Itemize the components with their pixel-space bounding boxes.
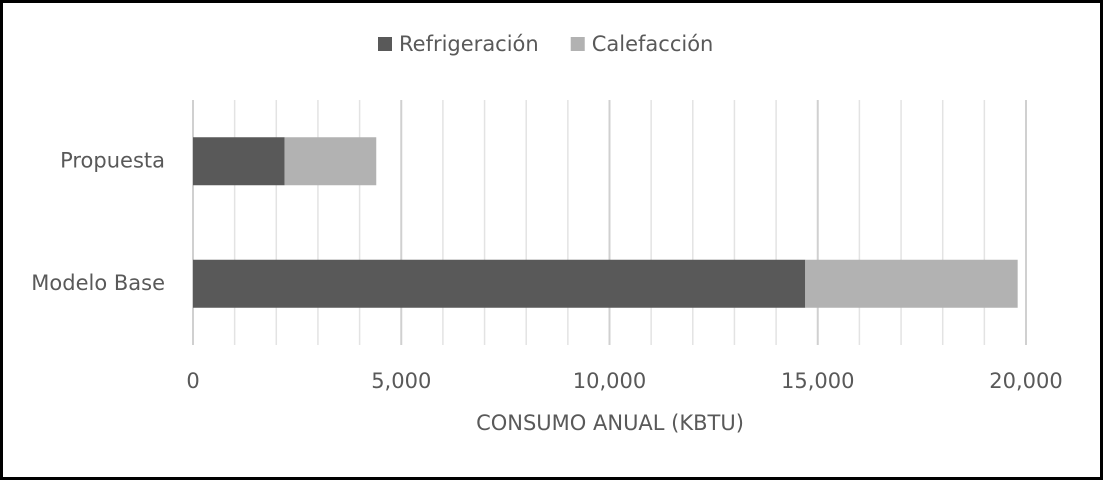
- x-tick-label: 15,000: [781, 369, 854, 393]
- legend-label: Refrigeración: [399, 32, 539, 56]
- y-tick-label: Modelo Base: [31, 271, 165, 295]
- bar-segment: [193, 137, 285, 186]
- x-tick-label: 5,000: [371, 369, 431, 393]
- legend-label: Calefacción: [592, 32, 714, 56]
- x-axis-title: CONSUMO ANUAL (KBTU): [476, 411, 744, 435]
- legend-swatch: [378, 37, 392, 51]
- bar-segment: [284, 137, 377, 186]
- legend-swatch: [570, 37, 585, 51]
- x-tick-label: 0: [186, 369, 199, 393]
- x-tick-label: 10,000: [573, 369, 646, 393]
- bar-segment: [193, 259, 806, 308]
- y-tick-label: Propuesta: [60, 148, 165, 172]
- x-tick-label: 20,000: [989, 369, 1062, 393]
- bar-segment: [805, 259, 1018, 308]
